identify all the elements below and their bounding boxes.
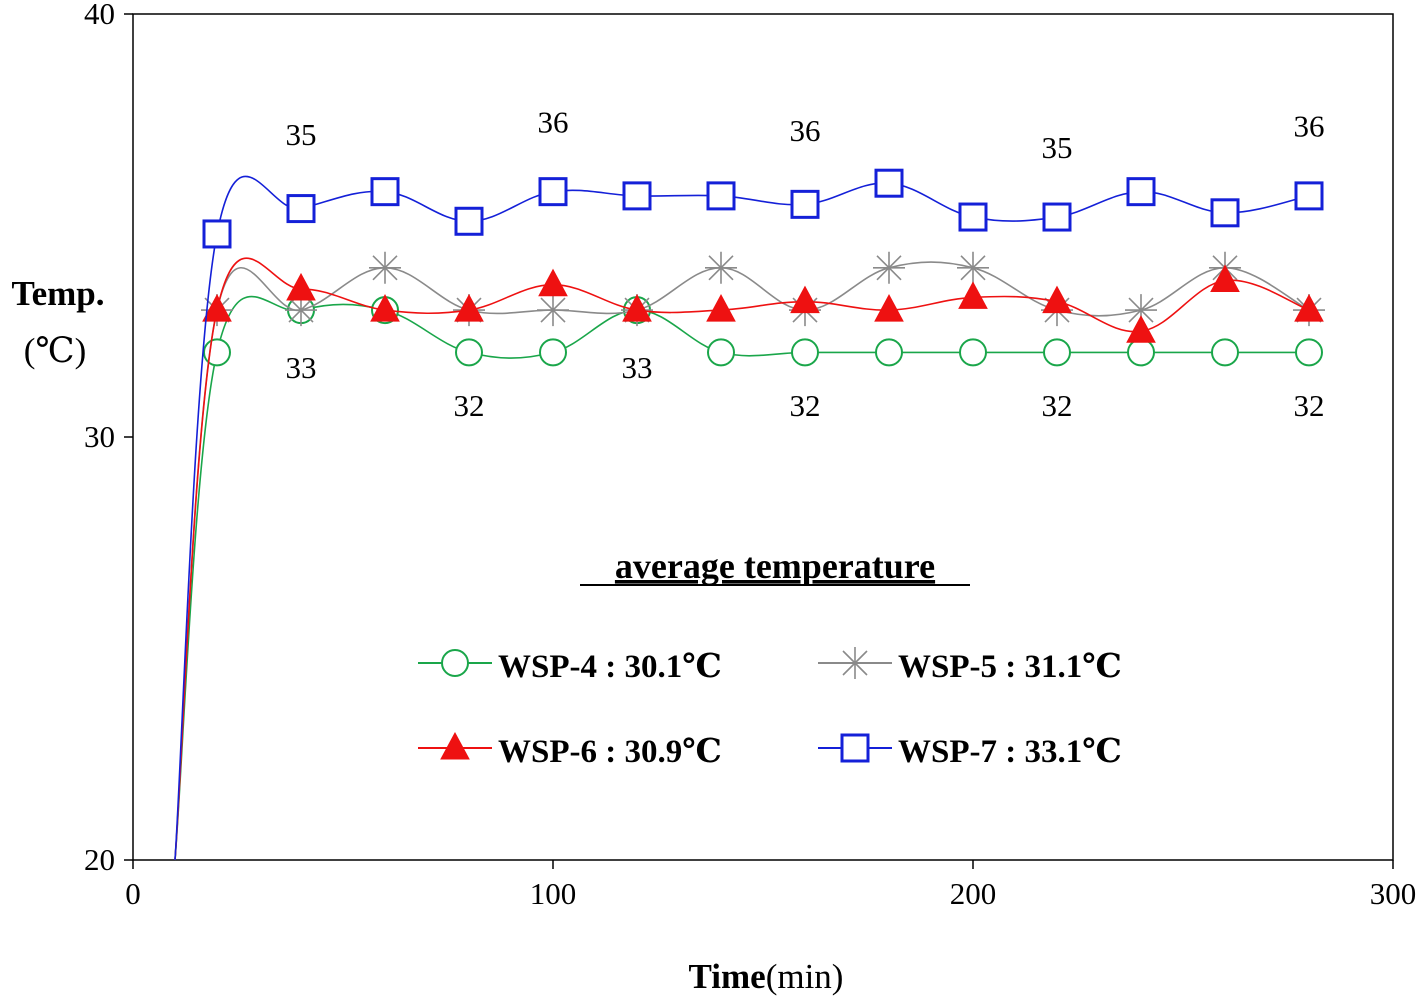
x-tick-label: 0 [125, 876, 141, 911]
data-point [705, 251, 737, 284]
data-point [791, 338, 819, 367]
data-point [1211, 338, 1239, 367]
data-label: 36 [1294, 109, 1325, 144]
data-point [455, 338, 483, 367]
legend-label: WSP-7 : 33.1℃ [898, 734, 1122, 770]
data-point [790, 189, 820, 219]
x-tick-label: 300 [1370, 876, 1417, 911]
data-point [1042, 285, 1072, 314]
y-tick-label: 20 [84, 842, 115, 877]
series-line [174, 295, 1309, 861]
data-point [874, 168, 904, 198]
data-label: 32 [1294, 388, 1325, 423]
legend-title: average temperature [615, 546, 935, 586]
data-point [706, 294, 736, 322]
data-label: 35 [1042, 130, 1073, 165]
series-layer [174, 168, 1325, 861]
data-point [539, 338, 567, 367]
data-label: 32 [1042, 388, 1073, 423]
y-axis-title: Temp. [11, 274, 104, 313]
data-point [959, 338, 987, 367]
series-line [174, 175, 1310, 861]
legend-items: WSP-4 : 30.1℃ WSP-5 : 31.1℃ WSP-6 : 30.9℃ W… [418, 647, 1122, 770]
data-point [958, 281, 988, 309]
legend-item: WSP-5 : 31.1℃ [818, 647, 1122, 685]
data-point [622, 181, 652, 211]
series-4 [174, 168, 1324, 861]
legend-item: WSP-7 : 33.1℃ [818, 733, 1122, 770]
legend-swatch-marker [440, 731, 470, 760]
data-point [1294, 294, 1324, 322]
data-point [286, 272, 316, 301]
axes: 20 30 40 0 100 200 300 [84, 0, 1416, 911]
data-point [875, 338, 903, 367]
data-point [1042, 202, 1072, 232]
plot-area-border [132, 13, 1394, 861]
data-label: 32 [454, 388, 485, 423]
x-tick-label: 100 [530, 876, 577, 911]
y-axis-unit: (℃) [24, 331, 86, 370]
data-label: 33 [286, 350, 317, 385]
data-point [202, 219, 232, 249]
data-point [454, 294, 484, 322]
legend-item: WSP-6 : 30.9℃ [418, 731, 722, 770]
x-axis-title-unit: (min) [766, 957, 844, 996]
x-axis-title-main: Time [689, 957, 766, 996]
data-point [1126, 177, 1156, 207]
legend: average temperature WSP-4 : 30.1℃ WSP-5 :… [418, 546, 1122, 770]
series-3 [174, 257, 1324, 861]
data-point [707, 338, 735, 367]
data-point [958, 202, 988, 232]
data-point [1210, 264, 1240, 292]
data-point [957, 251, 989, 284]
data-point [370, 294, 400, 322]
legend-swatch-marker [840, 733, 870, 763]
data-point [873, 251, 905, 284]
data-point [286, 194, 316, 224]
x-axis-title: Time(min) [689, 957, 844, 996]
legend-label: WSP-6 : 30.9℃ [498, 734, 722, 770]
legend-item: WSP-4 : 30.1℃ [418, 649, 722, 685]
data-point [874, 294, 904, 322]
data-point [1210, 198, 1240, 228]
data-point [1043, 338, 1071, 367]
data-point [1126, 315, 1156, 343]
data-label: 36 [790, 113, 821, 148]
data-point [1127, 338, 1155, 367]
data-point [1295, 338, 1323, 367]
data-point [285, 294, 317, 327]
legend-swatch-marker [839, 647, 871, 679]
annotation-layer: 35 36 36 35 36 33 33 32 32 32 32 [286, 104, 1325, 422]
data-point [790, 285, 820, 314]
legend-label: WSP-4 : 30.1℃ [498, 649, 722, 685]
data-point [538, 268, 568, 297]
y-tick-label: 40 [84, 0, 115, 31]
data-point [706, 181, 736, 211]
x-tick-label: 200 [950, 876, 997, 911]
data-point [1294, 181, 1324, 211]
data-label: 35 [286, 117, 317, 152]
y-tick-label: 30 [84, 419, 115, 454]
data-point [369, 251, 401, 284]
data-point [537, 294, 569, 327]
legend-label: WSP-5 : 31.1℃ [898, 649, 1122, 685]
data-point [370, 177, 400, 207]
data-label: 32 [790, 388, 821, 423]
data-point [202, 294, 232, 322]
data-point [1125, 294, 1157, 327]
series-line [174, 261, 1310, 861]
data-point [622, 294, 652, 322]
data-point [454, 206, 484, 236]
data-point [538, 177, 568, 207]
series-line [174, 257, 1310, 861]
legend-swatch-marker [441, 649, 469, 677]
data-label: 33 [622, 350, 653, 385]
data-label: 36 [538, 104, 569, 139]
